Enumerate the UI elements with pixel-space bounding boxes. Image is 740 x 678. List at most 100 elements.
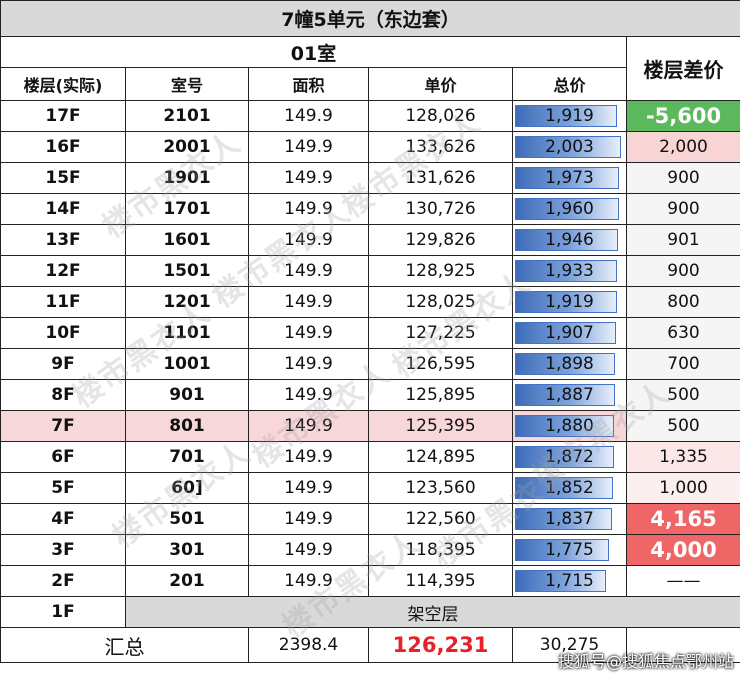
total-cell: 1,933 (512, 255, 627, 287)
total-value: 1,933 (545, 261, 594, 281)
table-row: 7F 801 149.9 125,395 1,880 500 (0, 410, 740, 442)
table-row: 16F 2001 149.9 133,626 2,003 2,000 (0, 131, 740, 163)
unit-cell: 60] (125, 472, 249, 504)
table-row: 10F 1101 149.9 127,225 1,907 630 (0, 317, 740, 349)
total-bar (515, 415, 614, 437)
floor-cell: 14F (0, 193, 126, 225)
unit-cell: 2001 (125, 131, 249, 163)
floor-diff-cell: 800 (625, 286, 740, 318)
total-cell: 1,907 (512, 317, 627, 349)
table-title: 7幢5单元（东边套） (0, 0, 740, 37)
total-cell: 1,880 (512, 410, 627, 442)
summary-label: 汇总 (0, 627, 249, 663)
floor-diff-cell: 700 (625, 348, 740, 380)
floor-diff-cell: 900 (625, 162, 740, 194)
floor-diff-cell: 900 (625, 193, 740, 225)
floor-diff-cell: 2,000 (625, 131, 740, 163)
table-row: 15F 1901 149.9 131,626 1,973 900 (0, 162, 740, 194)
unit-price-cell: 118,395 (368, 534, 513, 566)
area-cell: 149.9 (248, 193, 369, 225)
total-cell: 2,003 (512, 131, 627, 163)
area-cell: 149.9 (248, 286, 369, 318)
unit-cell: 2101 (125, 100, 249, 132)
table-row: 17F 2101 149.9 128,026 1,919 -5,600 (0, 100, 740, 132)
unit-cell: 1001 (125, 348, 249, 380)
total-bar (515, 105, 617, 127)
area-cell: 149.9 (248, 503, 369, 535)
unit-price-cell: 114,395 (368, 565, 513, 597)
area-cell: 149.9 (248, 348, 369, 380)
total-cell: 1,898 (512, 348, 627, 380)
unit-price-cell: 128,925 (368, 255, 513, 287)
unit-price-cell: 124,895 (368, 441, 513, 473)
total-bar (515, 508, 612, 530)
total-cell: 1,973 (512, 162, 627, 194)
floor-diff-cell: 630 (625, 317, 740, 349)
unit-cell: 1101 (125, 317, 249, 349)
floor-cell: 7F (0, 410, 126, 442)
header-unit-price: 单价 (368, 67, 513, 101)
total-cell: 1,837 (512, 503, 627, 535)
area-cell: 149.9 (248, 162, 369, 194)
floor-diff-cell: —— (625, 565, 740, 597)
header-area: 面积 (248, 67, 369, 101)
area-cell: 149.9 (248, 100, 369, 132)
total-cell: 1,872 (512, 441, 627, 473)
total-value: 1,919 (545, 106, 594, 126)
unit-cell: 1201 (125, 286, 249, 318)
total-cell: 1,919 (512, 100, 627, 132)
table-row: 11F 1201 149.9 128,025 1,919 800 (0, 286, 740, 318)
table-row: 12F 1501 149.9 128,925 1,933 900 (0, 255, 740, 287)
total-bar (515, 229, 618, 251)
summary-total: 30,275 (512, 627, 627, 663)
area-cell: 149.9 (248, 379, 369, 411)
total-bar (515, 136, 621, 158)
floor-cell: 8F (0, 379, 126, 411)
total-value: 1,960 (545, 199, 594, 219)
total-bar (515, 322, 616, 344)
table-row: 2F 201 149.9 114,395 1,715 —— (0, 565, 740, 597)
total-bar (515, 167, 619, 189)
floor-cell: 5F (0, 472, 126, 504)
unit-price-cell: 122,560 (368, 503, 513, 535)
table-row: 9F 1001 149.9 126,595 1,898 700 (0, 348, 740, 380)
area-cell: 149.9 (248, 224, 369, 256)
total-value: 1,880 (545, 416, 594, 436)
unit-price-cell: 129,826 (368, 224, 513, 256)
unit-cell: 201 (125, 565, 249, 597)
unit-cell: 701 (125, 441, 249, 473)
floor-diff-cell: 4,165 (625, 503, 740, 535)
floor-cell: 13F (0, 224, 126, 256)
floor-diff-cell: 4,000 (625, 534, 740, 566)
total-cell: 1,960 (512, 193, 627, 225)
floor-cell: 17F (0, 100, 126, 132)
total-cell: 1,715 (512, 565, 627, 597)
table-row: 1F 架空层 (0, 596, 740, 628)
source-credit: 搜狐号@搜狐焦点鄂州站 (557, 652, 734, 671)
unit-price-cell: 125,395 (368, 410, 513, 442)
floor-diff-cell: 500 (625, 410, 740, 442)
total-value: 1,715 (545, 571, 594, 591)
floor-diff-cell: -5,600 (625, 100, 740, 132)
table-row: 6F 701 149.9 124,895 1,872 1,335 (0, 441, 740, 473)
total-bar (515, 291, 617, 313)
total-bar (515, 260, 617, 282)
total-bar (515, 446, 614, 468)
table-row: 8F 901 149.9 125,895 1,887 500 (0, 379, 740, 411)
unit-price-cell: 128,025 (368, 286, 513, 318)
floor-cell: 4F (0, 503, 126, 535)
area-cell: 149.9 (248, 131, 369, 163)
unit-price-cell: 133,626 (368, 131, 513, 163)
unit-cell: 801 (125, 410, 249, 442)
total-value: 1,946 (545, 230, 594, 250)
unit-price-cell: 130,726 (368, 193, 513, 225)
header-floor: 楼层(实际) (0, 67, 126, 101)
unit-cell: 501 (125, 503, 249, 535)
summary-avg-price: 126,231 (368, 627, 513, 663)
total-bar (515, 539, 609, 561)
total-value: 1,919 (545, 292, 594, 312)
table-row: 4F 501 149.9 122,560 1,837 4,165 (0, 503, 740, 535)
floor-cell: 11F (0, 286, 126, 318)
unit-cell: 301 (125, 534, 249, 566)
unit-price-cell: 128,026 (368, 100, 513, 132)
